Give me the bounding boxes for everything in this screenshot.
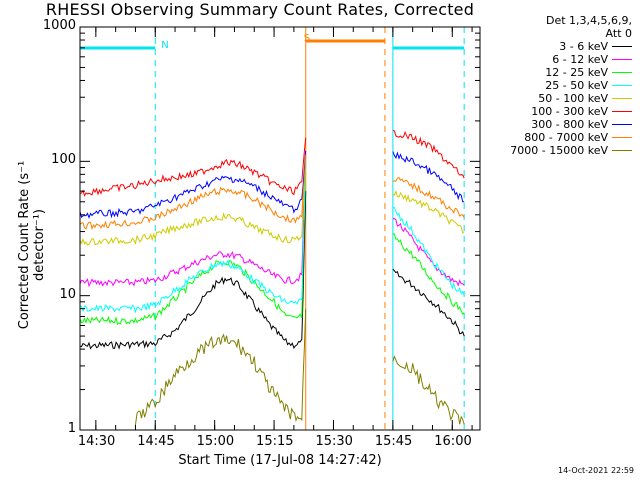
legend-entry: 3 - 6 keV — [484, 40, 638, 53]
flag-n: N — [161, 40, 169, 51]
legend-label: 12 - 25 keV — [545, 66, 608, 79]
legend-label: 7000 - 15000 keV — [510, 144, 608, 157]
series-line-1 — [79, 155, 307, 288]
flag-s: S — [303, 33, 311, 44]
y-tick-label: 100 — [51, 152, 76, 168]
legend-entry: 7000 - 15000 keV — [484, 144, 638, 157]
series-line-6 — [79, 150, 307, 219]
series-line-2 — [79, 161, 307, 325]
x-tick-label: 15:45 — [374, 434, 413, 449]
series-line-6 — [392, 151, 465, 203]
legend-swatch — [612, 111, 632, 112]
generation-timestamp: 14-Oct-2021 22:59 — [558, 466, 634, 475]
series-line-3 — [392, 207, 465, 296]
y-tick-label: 1 — [67, 421, 76, 436]
series-line-4 — [79, 158, 307, 246]
series-line-7 — [79, 154, 307, 231]
legend-entry: 12 - 25 keV — [484, 66, 638, 79]
legend-swatch — [612, 137, 632, 138]
legend-entry: 6 - 12 keV — [484, 53, 638, 66]
legend-entry: 25 - 50 keV — [484, 79, 638, 92]
x-tick-label: 16:00 — [434, 434, 472, 449]
series-line-1 — [392, 218, 465, 287]
series-line-8 — [392, 355, 465, 425]
series-line-4 — [392, 189, 465, 234]
plot-annotations — [79, 27, 465, 430]
plot-frame — [79, 26, 481, 431]
tick-marks — [80, 26, 480, 431]
series-line-5 — [79, 137, 307, 197]
legend-swatch — [612, 124, 632, 125]
x-axis-label: Start Time (17-Jul-08 14:27:42) — [178, 453, 382, 468]
legend-swatch — [612, 150, 632, 151]
y-tick-label: 1000 — [42, 18, 76, 33]
legend-label: 800 - 7000 keV — [524, 131, 608, 144]
legend-label: 100 - 300 keV — [531, 105, 608, 118]
legend-swatch — [612, 98, 632, 99]
series-line-0 — [79, 191, 307, 350]
legend: Det 1,3,4,5,6,9, Att 0 3 - 6 keV 6 - 12 k… — [484, 14, 638, 157]
x-tick-label: 14:45 — [137, 434, 175, 449]
legend-label: 50 - 100 keV — [538, 92, 608, 105]
series-line-2 — [392, 232, 465, 315]
legend-entry: 800 - 7000 keV — [484, 131, 638, 144]
x-tick-label: 14:30 — [77, 434, 116, 449]
legend-swatch — [612, 85, 632, 86]
series-line-8 — [134, 308, 307, 426]
legend-entry: 50 - 100 keV — [484, 92, 638, 105]
x-tick-label: 15:15 — [256, 434, 294, 449]
legend-header-line-2: Att 0 — [605, 27, 632, 40]
series-line-3 — [79, 161, 307, 314]
legend-swatch — [612, 46, 632, 47]
series-layer — [79, 129, 465, 426]
legend-header-line-1: Det 1,3,4,5,6,9, — [545, 14, 632, 27]
x-tick-label: 15:00 — [196, 434, 235, 449]
legend-swatch — [612, 72, 632, 73]
legend-label: 25 - 50 keV — [545, 79, 608, 92]
x-tick-label: 15:30 — [315, 434, 353, 449]
legend-entry: 100 - 300 keV — [484, 105, 638, 118]
chart-title: RHESSI Observing Summary Count Rates, Co… — [45, 0, 475, 19]
series-line-5 — [392, 129, 465, 179]
legend-swatch — [612, 59, 632, 60]
legend-label: 3 - 6 keV — [559, 40, 608, 53]
legend-entry: 300 - 800 keV — [484, 118, 638, 131]
legend-label: 300 - 800 keV — [531, 118, 608, 131]
y-tick-label: 10 — [59, 286, 76, 302]
legend-label: 6 - 12 keV — [552, 53, 608, 66]
series-line-7 — [392, 176, 465, 219]
series-line-0 — [392, 268, 465, 337]
